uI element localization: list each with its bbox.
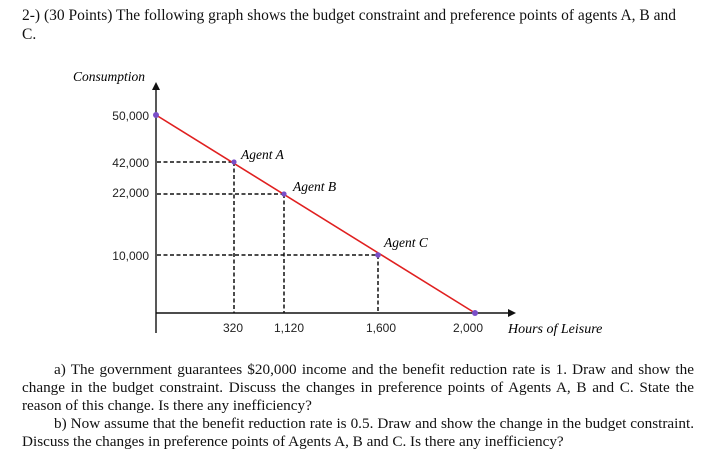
y-tick-label: 22,000	[112, 186, 149, 200]
part-a-text: a) The government guarantees $20,000 inc…	[22, 361, 694, 415]
x-axis-label: Hours of Leisure	[507, 322, 602, 337]
y-tick-label: 42,000	[112, 156, 149, 170]
y-axis-label: Consumption	[73, 69, 145, 84]
x-tick-label: 2,000	[453, 321, 483, 335]
x-tick-label: 320	[223, 321, 243, 335]
y-axis-arrow	[152, 82, 160, 90]
part-b-text: b) Now assume that the benefit reduction…	[22, 415, 694, 451]
agent-b-label: Agent B	[292, 179, 336, 194]
x-tick-label: 1,120	[274, 321, 304, 335]
agent-a-point	[231, 159, 237, 165]
agent-c-label: Agent C	[383, 235, 429, 250]
x-tick-label: 1,600	[366, 321, 396, 335]
budget-line	[155, 114, 476, 314]
intercept-point	[153, 112, 159, 118]
y-tick-label: 50,000	[112, 109, 149, 123]
x-axis-arrow	[508, 309, 516, 317]
part-a-body: a) The government guarantees $20,000 inc…	[22, 361, 694, 414]
agent-a-label: Agent A	[240, 147, 285, 162]
question-header: 2-) (30 Points) The following graph show…	[22, 7, 677, 43]
intercept-point	[472, 310, 478, 316]
part-b-body: b) Now assume that the benefit reduction…	[22, 415, 694, 450]
y-tick-label: 10,000	[112, 249, 149, 263]
agent-c-point	[375, 252, 381, 258]
agent-b-point	[281, 191, 287, 197]
